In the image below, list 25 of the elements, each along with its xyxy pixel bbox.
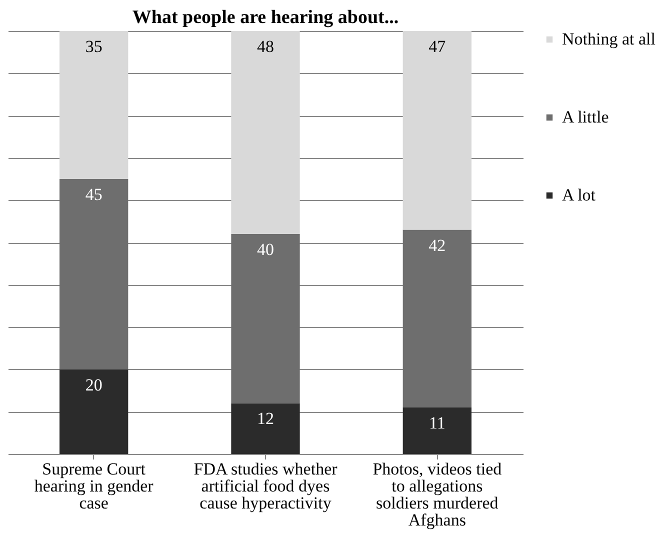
data-label: 45 <box>85 185 102 204</box>
bar <box>60 31 128 180</box>
data-label: 12 <box>257 409 274 428</box>
x-tick-label: Photos, videos tied to allegations soldiers murdered Afghans <box>372 460 502 530</box>
data-label: 20 <box>85 375 102 394</box>
data-label: 35 <box>85 37 102 56</box>
bar <box>60 369 128 454</box>
bar <box>60 179 128 370</box>
x-tick-label: FDA studies whether artificial food dyes cause hyperactivity <box>194 460 338 512</box>
bar <box>402 31 472 230</box>
bar <box>231 31 300 234</box>
legend-label: A little <box>562 108 609 126</box>
data-label: 47 <box>428 37 446 56</box>
bar <box>231 234 300 404</box>
legend-label: A lot <box>562 186 596 204</box>
x-tick-label: Supreme Court hearing in gender case <box>34 460 154 512</box>
data-label: 40 <box>257 240 274 260</box>
chart-title: What people are hearing about... <box>132 7 399 28</box>
bar <box>231 403 300 454</box>
data-label: 48 <box>257 37 274 56</box>
data-label: 42 <box>428 236 446 255</box>
bar <box>402 407 472 454</box>
data-label: 11 <box>428 413 446 432</box>
bar <box>402 230 472 408</box>
legend-label: Nothing at all <box>562 30 656 48</box>
